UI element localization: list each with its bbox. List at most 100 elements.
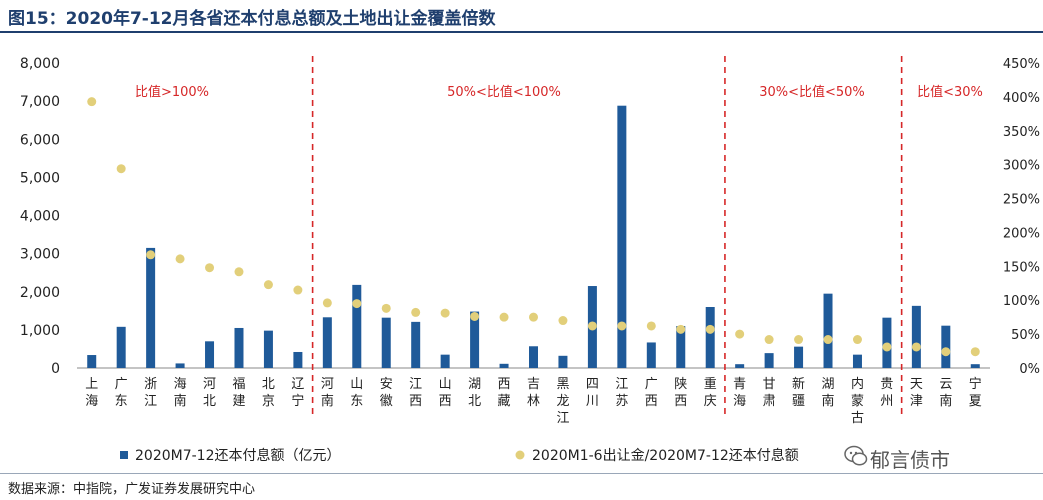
- y-right-tick-label: 350%: [1003, 125, 1040, 140]
- category-label: 上海: [85, 377, 98, 409]
- bar: [440, 354, 450, 368]
- category-label: 湖北: [468, 377, 481, 409]
- y-left-tick-label: 0: [51, 361, 60, 377]
- ratio-point: [116, 164, 126, 174]
- y-left-tick-label: 5,000: [20, 170, 60, 186]
- group-label: 30%<比值<50%: [759, 84, 865, 100]
- group-label: 比值<30%: [917, 84, 983, 100]
- category-label: 广西: [645, 377, 658, 409]
- category-label: 宁夏: [969, 376, 982, 409]
- y-right-tick-label: 450%: [1003, 57, 1040, 72]
- ratio-point: [146, 250, 156, 260]
- ratio-point: [852, 335, 862, 345]
- ratio-point: [823, 335, 833, 345]
- y-left-tick-label: 7,000: [20, 94, 60, 110]
- ratio-point: [676, 324, 686, 334]
- category-label: 山西: [439, 377, 452, 409]
- bar: [852, 354, 862, 368]
- y-right-tick-label: 150%: [1003, 260, 1040, 275]
- legend-bar-swatch: [120, 451, 128, 459]
- y-right-tick-label: 250%: [1003, 193, 1040, 208]
- category-label: 内蒙古: [851, 376, 864, 426]
- category-label: 青海: [733, 377, 746, 409]
- y-left-tick-label: 8,000: [20, 56, 60, 72]
- ratio-point: [322, 298, 332, 308]
- ratio-point: [87, 97, 97, 107]
- bar: [558, 355, 568, 368]
- y-right-tick-label: 100%: [1003, 294, 1040, 309]
- y-right-tick-label: 200%: [1003, 226, 1040, 241]
- bar: [941, 325, 951, 368]
- bar: [293, 351, 303, 368]
- category-label: 江苏: [615, 377, 628, 409]
- ratio-point: [941, 347, 951, 357]
- category-label: 西藏: [498, 377, 511, 409]
- bar: [823, 293, 833, 368]
- category-label: 贵州: [880, 377, 893, 409]
- y-left-tick-label: 2,000: [20, 285, 60, 301]
- category-label: 天津: [910, 377, 923, 409]
- bar: [205, 341, 215, 368]
- ratio-point: [175, 254, 185, 264]
- category-label: 四川: [586, 377, 599, 409]
- y-left-tick-label: 3,000: [20, 247, 60, 263]
- ratio-point: [352, 299, 362, 309]
- ratio-point: [205, 263, 215, 273]
- category-label: 河北: [203, 377, 216, 409]
- category-label: 湖南: [822, 377, 835, 409]
- bottom-rule: [0, 473, 1043, 474]
- bar: [646, 342, 656, 368]
- y-left-tick-label: 6,000: [20, 132, 60, 148]
- bar: [970, 364, 980, 368]
- legend-bar-label: 2020M7-12还本付息额（亿元）: [135, 447, 340, 464]
- ratio-point: [558, 316, 568, 326]
- category-label: 北京: [262, 377, 275, 409]
- ratio-point: [882, 342, 892, 352]
- category-label: 新疆: [792, 376, 805, 409]
- y-left-tick-label: 1,000: [20, 323, 60, 339]
- group-label: 比值>100%: [135, 84, 209, 100]
- ratio-point: [735, 329, 745, 339]
- bar: [617, 105, 627, 368]
- bar: [764, 353, 774, 368]
- title-rule: [0, 31, 1043, 33]
- ratio-point: [646, 321, 656, 331]
- y-left-tick-label: 4,000: [20, 209, 60, 225]
- ratio-point: [764, 335, 774, 345]
- ratio-point: [470, 311, 480, 321]
- bar: [352, 284, 362, 368]
- bar: [116, 326, 126, 368]
- category-label: 广东: [115, 377, 128, 409]
- category-label: 黑龙江: [556, 377, 569, 426]
- bar: [322, 317, 332, 368]
- category-label: 山东: [350, 377, 363, 409]
- ratio-point: [499, 312, 509, 322]
- bar: [499, 363, 509, 368]
- group-label: 50%<比值<100%: [447, 84, 561, 100]
- category-label: 云南: [939, 377, 952, 409]
- bar: [676, 326, 686, 368]
- bar: [87, 355, 97, 368]
- category-label: 重庆: [704, 376, 717, 409]
- y-right-tick-label: 400%: [1003, 91, 1040, 106]
- bar: [146, 247, 156, 368]
- ratio-point: [411, 307, 421, 317]
- legend-dot-swatch: [515, 450, 525, 460]
- category-label: 河南: [321, 377, 334, 409]
- bar: [705, 307, 715, 368]
- bar: [794, 346, 804, 368]
- ratio-point: [794, 335, 804, 345]
- legend-dot-label: 2020M1-6出让金/2020M7-12还本付息额: [532, 447, 799, 464]
- ratio-point: [617, 321, 627, 331]
- category-label: 福建: [232, 377, 245, 409]
- y-right-tick-label: 300%: [1003, 159, 1040, 174]
- ratio-point: [911, 342, 921, 352]
- ratio-point: [381, 303, 391, 313]
- source-note: 数据来源：中指院，广发证券发展研究中心: [8, 482, 256, 497]
- ratio-point: [234, 267, 244, 277]
- bar: [175, 363, 185, 368]
- bar: [911, 305, 921, 368]
- y-right-tick-label: 50%: [1011, 328, 1040, 343]
- bar: [234, 327, 244, 368]
- watermark-text: 郁言债市: [870, 448, 950, 472]
